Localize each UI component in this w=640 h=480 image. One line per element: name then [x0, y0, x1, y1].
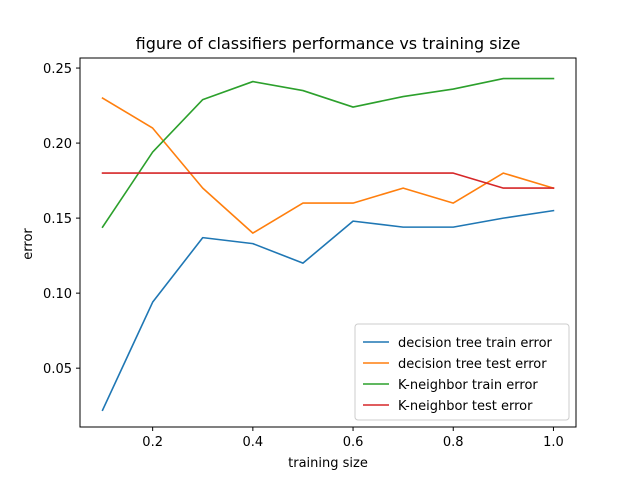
legend-box: [354, 323, 570, 421]
plot-frame: [79, 57, 577, 428]
x-tick-label: 0.6: [343, 435, 364, 450]
x-axis-label: training size: [288, 456, 368, 471]
y-tick-label: 0.25: [43, 62, 72, 77]
series-line-1: [101, 209, 555, 412]
x-tick-label: 1.0: [543, 435, 564, 450]
x-tick-label: 0.4: [243, 435, 264, 450]
y-axis: 0.05 0.10 0.15 0.20 0.25: [43, 62, 80, 377]
y-tick-label: 0.20: [43, 137, 72, 152]
series-line-2: [101, 96, 555, 234]
x-tick-label: 0.8: [443, 435, 464, 450]
legend-label: K-neighbor train error: [398, 378, 538, 393]
series-line-4: [101, 172, 555, 189]
y-tick-label: 0.15: [43, 212, 72, 227]
series-layer: [101, 77, 555, 412]
legend: decision tree train error decision tree t…: [354, 323, 570, 421]
chart-title: figure of classifiers performance vs tra…: [136, 34, 521, 53]
legend-label: K-neighbor test error: [398, 399, 533, 414]
x-tick-label: 0.2: [142, 435, 163, 450]
legend-label: decision tree train error: [398, 336, 553, 351]
y-tick-label: 0.05: [43, 362, 72, 377]
legend-label: decision tree test error: [398, 357, 547, 372]
y-axis-label: error: [21, 228, 36, 260]
y-tick-label: 0.10: [43, 287, 72, 302]
x-axis: 0.2 0.4 0.6 0.8 1.0: [142, 427, 564, 450]
series-line-3: [101, 77, 555, 229]
